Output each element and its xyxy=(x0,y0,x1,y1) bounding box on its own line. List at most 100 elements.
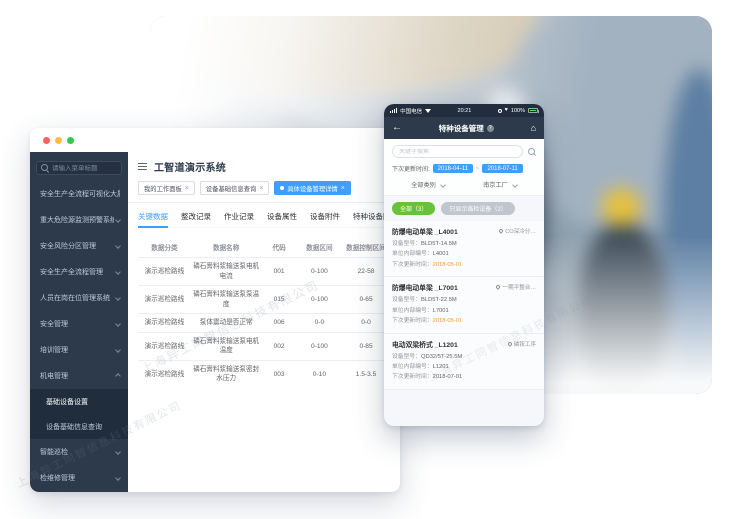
phone-nav-bar: ← 特种设备管理 ? ⌂ xyxy=(384,117,544,139)
cell: 0-0 xyxy=(296,313,343,333)
tab-key-data[interactable]: 关键数据 xyxy=(138,212,168,228)
table-row[interactable]: 演示巡检路线 磷石膏料浆输送泵电机温度 002 0-100 0-85 xyxy=(138,331,390,361)
sidebar-item-mechanical[interactable]: 机电管理 xyxy=(30,363,128,389)
date-to-button[interactable]: 2018-07-11 xyxy=(482,164,523,173)
table-row[interactable]: 演示巡检路线 泵体震动是否正常 006 0-0 0-0 xyxy=(138,313,390,333)
code-value: L7001 xyxy=(432,307,449,314)
window-titlebar xyxy=(30,128,400,152)
cell: 泵体震动是否正常 xyxy=(190,313,262,333)
tab-device-detail-active[interactable]: 具体设备管理详情 × xyxy=(274,181,351,195)
sidebar-item-dashboard[interactable]: 安全生产全流程可视化大屏 xyxy=(30,181,128,207)
equipment-title: 电动双梁桥式 _L1201 xyxy=(392,341,458,349)
tab-label: 设备基础信息查询 xyxy=(205,185,257,193)
tab-label: 我的工作面板 xyxy=(144,185,182,193)
home-icon[interactable]: ⌂ xyxy=(530,122,536,133)
sidebar-item-safety-process[interactable]: 安全生产全流程管理 xyxy=(30,259,128,285)
table-row[interactable]: 演示巡检路线 磷石膏料浆输送泵电机电流 001 0-100 22-58 xyxy=(138,256,390,286)
desktop-app-window: 安全生产全流程可视化大屏 重大危险源监测预警系统 安全风险分区管理 安全生产全流… xyxy=(30,128,400,492)
close-window-button[interactable] xyxy=(43,136,50,144)
tab-label: 具体设备管理详情 xyxy=(287,185,338,193)
tab-work-records[interactable]: 作业记录 xyxy=(224,212,254,221)
close-icon[interactable]: × xyxy=(340,184,345,192)
sidebar-item-risk-zone[interactable]: 安全风险分区管理 xyxy=(30,233,128,259)
table-header-row: 数据分类 数据名称 代码 数据区间 数据控制区间 xyxy=(138,237,390,258)
equipment-card[interactable]: 防爆电动单梁 _L7001 一期平整台… 设备型号： BLD5T-22.5M 单… xyxy=(384,277,544,334)
cell: 0-100 xyxy=(296,285,343,314)
next-update-label: 下次更新时间： xyxy=(392,374,433,381)
sidebar-item-safety-mgmt[interactable]: 安全管理 xyxy=(30,311,128,337)
mobile-app-screen: 中国电信 20:21 ♥ 100% ← 特种设备管理 ? ⌂ xyxy=(384,104,544,426)
equipment-card[interactable]: 电动双梁桥式 _L1201 磷铵工序 设备型号： QD32/5T-25.5M 单… xyxy=(384,333,544,390)
sidebar-item-personnel[interactable]: 人员在岗在位管理系统 xyxy=(30,285,128,311)
col-header: 数据分类 xyxy=(151,245,178,252)
sidebar-subitem-device-info-query[interactable]: 设备基础信息查询 xyxy=(30,414,128,439)
chevron-down-icon xyxy=(115,321,121,327)
chip-due-inspection[interactable]: 只显示临检设备（2） xyxy=(441,202,515,215)
back-arrow-icon[interactable]: ← xyxy=(392,122,402,133)
phone-search-field[interactable] xyxy=(392,145,523,158)
cell: 演示巡检路线 xyxy=(138,256,191,286)
cell: 磷石膏料浆输送泵密封水压力 xyxy=(190,359,262,388)
sidebar-item-maintenance[interactable]: 检维修管理 xyxy=(30,465,128,491)
help-icon[interactable]: ? xyxy=(486,124,494,132)
sidebar-search[interactable] xyxy=(36,161,122,175)
cell: 0-85 xyxy=(342,331,390,361)
cell: 演示巡检路线 xyxy=(138,285,191,314)
main-header: 工智道演示系统 xyxy=(128,152,400,179)
maximize-window-button[interactable] xyxy=(67,136,74,144)
cell: 1.5-3.5 xyxy=(342,359,390,388)
date-from-button[interactable]: 2018-04-11 xyxy=(432,164,473,173)
sidebar-search-input[interactable] xyxy=(52,164,122,172)
wifi-icon xyxy=(425,108,432,113)
next-update-label: 下次更新时间： xyxy=(392,261,433,268)
sidebar-item-training[interactable]: 培训管理 xyxy=(30,337,128,363)
code-value: L1201 xyxy=(432,363,449,370)
location-pin-icon xyxy=(495,284,502,291)
cell: 磷石膏料浆输送泵电机电流 xyxy=(190,256,262,286)
sidebar-item-label: 基础设备设置 xyxy=(46,398,88,406)
battery-percent-label: 100% xyxy=(510,107,525,114)
close-icon[interactable]: × xyxy=(259,184,264,192)
code-label: 单位内部编号： xyxy=(392,307,433,314)
equipment-card[interactable]: 防爆电动单梁 _L4001 CO深冷分… 设备型号： BLD5T-14.5M 单… xyxy=(384,221,544,278)
model-label: 设备型号： xyxy=(392,353,421,360)
model-value: BLD5T-14.5M xyxy=(421,241,457,247)
tab-special-device-attachments[interactable]: 特种设备附件 xyxy=(353,212,398,221)
sidebar-item-label: 安全风险分区管理 xyxy=(40,243,96,250)
table-row[interactable]: 演示巡检路线 磷石膏料浆输送泵泵温度 015 0-100 0-65 xyxy=(138,285,390,314)
table-row[interactable]: 演示巡检路线 磷石膏料浆输送泵密封水压力 003 0-10 1.5-3.5 xyxy=(138,359,390,388)
phone-page-title: 特种设备管理 xyxy=(438,123,484,133)
phone-search-input[interactable] xyxy=(399,148,516,155)
search-icon xyxy=(41,164,49,172)
next-update-value: 2018-05-01 xyxy=(432,261,463,268)
clock-label: 20:21 xyxy=(457,107,472,114)
sidebar-item-smart-inspection[interactable]: 智能巡检 xyxy=(30,439,128,465)
tab-my-workpanel[interactable]: 我的工作面板 × xyxy=(138,181,195,195)
cell: 002 xyxy=(261,331,297,361)
chevron-down-icon xyxy=(115,295,121,301)
tab-device-attributes[interactable]: 设备属性 xyxy=(267,212,297,221)
tab-device-info-query[interactable]: 设备基础信息查询 × xyxy=(199,181,270,195)
detail-tab-bar: 关键数据 整改记录 作业记录 设备属性 设备附件 特种设备附件 xyxy=(138,211,398,228)
factory-select[interactable]: 南京工厂 xyxy=(464,180,536,189)
carrier-label: 中国电信 xyxy=(400,108,423,115)
chip-all[interactable]: 全部（3） xyxy=(392,202,436,215)
phone-filter-section: 下次更新时间: 2018-04-11 ~ 2018-07-11 全部类别 南京工… xyxy=(384,139,544,196)
cell: 006 xyxy=(261,313,297,333)
hamburger-menu-icon[interactable] xyxy=(138,163,147,170)
next-update-label: 下次更新时间： xyxy=(392,318,433,325)
sidebar-subitem-basic-device-setup[interactable]: 基础设备设置 xyxy=(30,389,128,414)
heart-icon: ♥ xyxy=(504,106,508,113)
tab-device-attachments[interactable]: 设备附件 xyxy=(310,212,340,221)
chevron-down-icon xyxy=(115,269,121,275)
close-icon[interactable]: × xyxy=(184,184,189,192)
window-tab-bar: 我的工作面板 × 设备基础信息查询 × 具体设备管理详情 × xyxy=(128,179,400,203)
model-value: BLD5T-22.5M xyxy=(421,297,457,304)
search-icon[interactable] xyxy=(528,147,536,156)
cell: 磷石膏料浆输送泵泵温度 xyxy=(190,285,262,314)
code-label: 单位内部编号： xyxy=(392,363,433,370)
tab-rectification-records[interactable]: 整改记录 xyxy=(181,212,211,221)
sidebar-item-hazard-monitoring[interactable]: 重大危险源监测预警系统 xyxy=(30,207,128,233)
minimize-window-button[interactable] xyxy=(55,136,62,144)
category-select[interactable]: 全部类别 xyxy=(392,180,464,189)
